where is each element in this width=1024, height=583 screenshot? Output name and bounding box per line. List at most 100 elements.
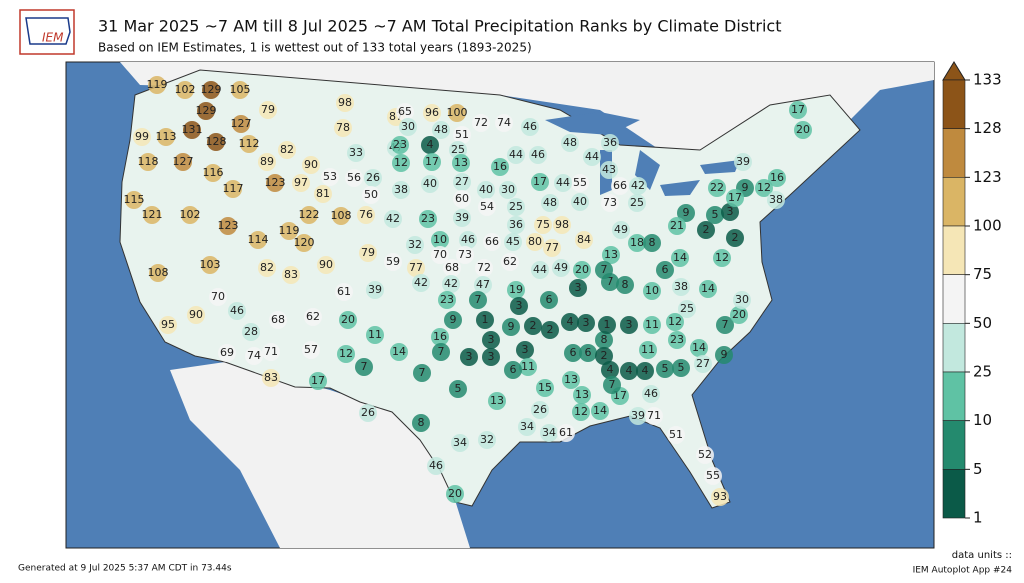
district-rank: 74 (497, 116, 511, 129)
district-patch (721, 203, 739, 221)
district-patch (562, 371, 580, 389)
district-rank: 72 (477, 261, 491, 274)
district-rank: 54 (480, 200, 494, 213)
district-rank: 7 (607, 275, 614, 288)
district-rank: 55 (573, 176, 587, 189)
colorbar-label: 128 (973, 119, 1002, 137)
district-rank: 2 (732, 231, 739, 244)
district-rank: 84 (577, 233, 591, 246)
district-patch (579, 344, 597, 362)
district-patch (595, 261, 613, 279)
district-patch (696, 446, 714, 464)
district-patch (577, 314, 595, 332)
district-patch (601, 194, 619, 212)
district-rank: 18 (630, 236, 644, 249)
district-rank: 5 (712, 208, 719, 221)
district-patch (628, 194, 646, 212)
district-patch (176, 81, 194, 99)
district-patch (391, 136, 409, 154)
district-patch (347, 144, 365, 162)
district-patch (668, 331, 686, 349)
district-patch (571, 193, 589, 211)
district-patch (460, 348, 478, 366)
district-rank: 39 (631, 409, 645, 422)
district-rank: 20 (732, 308, 746, 321)
district-rank: 121 (142, 208, 163, 221)
colorbar-band (942, 469, 966, 519)
district-rank: 14 (392, 345, 406, 358)
district-rank: 11 (641, 343, 655, 356)
district-patch (159, 316, 177, 334)
district-patch (337, 345, 355, 363)
district-patch (639, 341, 657, 359)
district-patch (231, 81, 249, 99)
district-patch (406, 236, 424, 254)
district-rank: 49 (554, 261, 568, 274)
district-rank: 4 (642, 364, 649, 377)
district-patch (611, 177, 629, 195)
district-patch (478, 431, 496, 449)
district-patch (569, 279, 587, 297)
district-rank: 61 (337, 285, 351, 298)
district-patch (643, 316, 661, 334)
district-patch (332, 207, 350, 225)
district-rank: 4 (607, 363, 614, 376)
district-rank: 96 (425, 106, 439, 119)
district-patch (516, 341, 534, 359)
district-patch (595, 347, 613, 365)
district-rank: 30 (401, 120, 415, 133)
district-patch (366, 326, 384, 344)
district-patch (706, 206, 724, 224)
district-rank: 17 (728, 191, 742, 204)
district-patch (583, 148, 601, 166)
district-rank: 117 (223, 182, 244, 195)
district-rank: 46 (429, 459, 443, 472)
district-rank: 73 (603, 196, 617, 209)
district-patch (501, 253, 519, 271)
district-patch (474, 276, 492, 294)
district-rank: 70 (211, 290, 225, 303)
district-rank: 10 (433, 233, 447, 246)
district-patch (392, 154, 410, 172)
district-patch (224, 180, 242, 198)
district-rank: 42 (414, 276, 428, 289)
district-rank: 3 (727, 205, 734, 218)
colorbar-band (942, 274, 966, 324)
district-patch (697, 221, 715, 239)
district-rank: 7 (601, 263, 608, 276)
district-patch (453, 209, 471, 227)
district-rank: 95 (161, 318, 175, 331)
district-patch (449, 380, 467, 398)
district-rank: 102 (175, 83, 196, 96)
district-rank: 119 (147, 78, 168, 91)
district-patch (423, 104, 441, 122)
district-patch (149, 264, 167, 282)
district-patch (629, 177, 647, 195)
district-rank: 40 (573, 195, 587, 208)
district-rank: 22 (710, 181, 724, 194)
district-rank: 2 (530, 319, 537, 332)
district-rank: 9 (450, 313, 457, 326)
district-patch (412, 414, 430, 432)
district-rank: 53 (323, 170, 337, 183)
district-patch (269, 311, 287, 329)
district-patch (314, 185, 332, 203)
district-rank: 68 (445, 261, 459, 274)
district-rank: 14 (701, 282, 715, 295)
district-patch (302, 341, 320, 359)
district-patch (491, 158, 509, 176)
district-patch (183, 121, 201, 139)
district-rank: 27 (696, 357, 710, 370)
district-rank: 11 (521, 360, 535, 373)
district-rank: 1 (482, 313, 489, 326)
district-patch (488, 392, 506, 410)
district-patch (339, 311, 357, 329)
district-rank: 25 (451, 143, 465, 156)
district-rank: 50 (364, 188, 378, 201)
district-rank: 17 (791, 103, 805, 116)
units-note: data units :: (952, 550, 1012, 561)
district-rank: 32 (480, 433, 494, 446)
colorbar-label: 100 (973, 217, 1002, 235)
district-patch (232, 115, 250, 133)
district-rank: 118 (138, 155, 159, 168)
